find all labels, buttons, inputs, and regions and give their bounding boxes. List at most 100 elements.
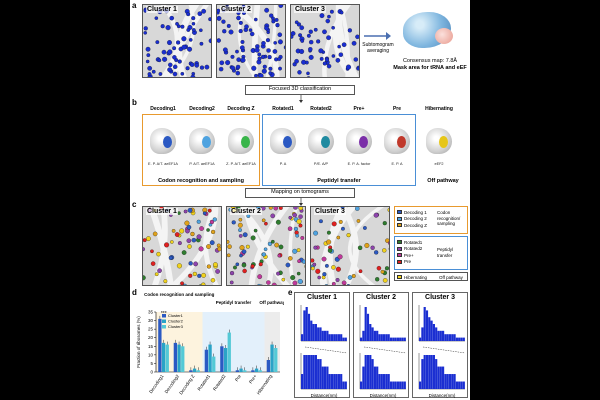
legend-item-hibernating: Hibernating bbox=[395, 274, 427, 281]
hist-bar bbox=[423, 355, 426, 389]
hist-bar bbox=[373, 366, 376, 389]
hist-bar bbox=[342, 381, 345, 389]
ribosome-dot bbox=[167, 67, 173, 73]
ribosome-dot bbox=[327, 248, 333, 253]
legend-peptidyl-items: Rotated1 Rotated2 Pre+ Pre bbox=[395, 239, 435, 265]
ribosome-map bbox=[308, 128, 334, 154]
hist-bar bbox=[399, 337, 402, 341]
hist-bar bbox=[442, 330, 445, 341]
ribosome-dot bbox=[268, 207, 273, 210]
x-tick-label: Hibernating bbox=[256, 373, 274, 395]
ribosome-dot bbox=[356, 219, 361, 223]
ribosome-dot bbox=[319, 56, 324, 61]
legend-swatch bbox=[397, 259, 402, 264]
ribosome-dot bbox=[177, 241, 182, 246]
ribosome-dot bbox=[179, 228, 185, 234]
x-tick-label: Decoding Z bbox=[178, 374, 195, 396]
ribosome-dot bbox=[268, 66, 273, 71]
bar bbox=[258, 370, 262, 372]
ribosome-dot bbox=[257, 283, 261, 285]
hist-bar bbox=[378, 374, 381, 389]
trna-density bbox=[241, 136, 250, 148]
ribosome-dot bbox=[301, 59, 307, 65]
flow-step-1: Focused 3D classification bbox=[245, 85, 355, 95]
ribosome-dot bbox=[238, 20, 243, 25]
ribosome-dot bbox=[341, 280, 347, 285]
ribosome-dot bbox=[277, 39, 283, 45]
histogram-cluster-2: Cluster 2 Distance(nm) bbox=[353, 292, 409, 398]
hist-bar bbox=[301, 374, 304, 389]
ribosome-dot bbox=[155, 40, 160, 45]
cluster-title: Cluster 1 bbox=[146, 208, 178, 215]
hist-bar bbox=[321, 366, 324, 389]
ribosome-dot bbox=[292, 280, 298, 285]
hist-bar bbox=[462, 381, 465, 389]
ribosome-dot bbox=[382, 221, 387, 226]
hist-bar bbox=[432, 324, 435, 341]
hist-bar bbox=[366, 355, 370, 389]
ribosome-dot bbox=[266, 280, 271, 285]
hist-bar bbox=[425, 355, 429, 389]
ribosome-dot bbox=[184, 220, 190, 226]
legend-codon-items: Decoding 1 Decoding 2 Decoding Z bbox=[395, 209, 437, 229]
ribosome-dot bbox=[373, 212, 379, 218]
ribosome-dot bbox=[154, 272, 159, 277]
class-name: Decoding Z bbox=[227, 106, 255, 112]
ribosome-dot bbox=[172, 55, 177, 60]
panel-label-a: a bbox=[132, 1, 137, 10]
ribosome-dot bbox=[204, 64, 210, 70]
ribosome-dot bbox=[257, 274, 263, 280]
ribosome-dot bbox=[185, 228, 190, 234]
ribosome-dot bbox=[271, 282, 277, 285]
ribosome-dot bbox=[222, 29, 227, 34]
membrane bbox=[248, 207, 290, 285]
hist-bar bbox=[430, 320, 433, 341]
group-label-off: Off pathway bbox=[427, 178, 459, 184]
hist-bar bbox=[310, 355, 313, 389]
ribosome-dot bbox=[347, 275, 353, 280]
group-box-peptidyl bbox=[262, 114, 416, 186]
ribosome-dot bbox=[143, 238, 147, 243]
hist-bar bbox=[439, 330, 442, 341]
ribosome-dot bbox=[335, 278, 340, 282]
ribosome-dot bbox=[281, 277, 286, 282]
legend-label: Hibernating bbox=[404, 274, 428, 280]
ribosome-dot bbox=[160, 24, 165, 29]
legend-swatch bbox=[397, 223, 402, 228]
y-tick-label: 0 bbox=[150, 370, 153, 375]
ribosome-dot bbox=[165, 25, 171, 31]
bar bbox=[223, 348, 228, 372]
ribosome-dot bbox=[257, 56, 262, 61]
ribosome-dot bbox=[277, 57, 282, 61]
hist-bar bbox=[314, 355, 317, 389]
ribosome-dot bbox=[157, 58, 162, 63]
group-label: Codon recognition and sampling bbox=[144, 292, 215, 297]
hist-bar bbox=[455, 337, 458, 341]
tomogram-dots-c2 bbox=[227, 207, 305, 285]
down-arrow-icon bbox=[299, 95, 303, 103]
bar bbox=[177, 344, 181, 372]
ribosome-dot bbox=[217, 15, 222, 21]
membrane bbox=[169, 207, 219, 285]
hist-bar bbox=[428, 355, 431, 389]
ribosome-dot bbox=[191, 21, 196, 26]
y-tick-label: 5 bbox=[150, 361, 153, 366]
ribosome-dot bbox=[370, 245, 375, 250]
ribosome-dot bbox=[151, 69, 156, 74]
hist-bar bbox=[419, 381, 422, 389]
ribosome-dot bbox=[174, 232, 180, 237]
ribosome-dot bbox=[212, 217, 217, 222]
hist-bar bbox=[394, 337, 397, 341]
ribosome-dot bbox=[167, 49, 173, 55]
ribosome-dot bbox=[158, 72, 163, 76]
zoom-guide bbox=[422, 346, 466, 354]
ribosome-dot bbox=[283, 45, 285, 50]
class-subtitle: P. A/T. aeEF1A bbox=[189, 162, 215, 166]
hist-bar bbox=[326, 366, 329, 389]
ribosome-dot bbox=[227, 240, 230, 244]
bar bbox=[208, 344, 212, 372]
hist-bar bbox=[378, 334, 381, 341]
ribosome-dot bbox=[347, 28, 352, 33]
ribosome-map bbox=[270, 128, 296, 154]
trna-density bbox=[439, 136, 448, 148]
